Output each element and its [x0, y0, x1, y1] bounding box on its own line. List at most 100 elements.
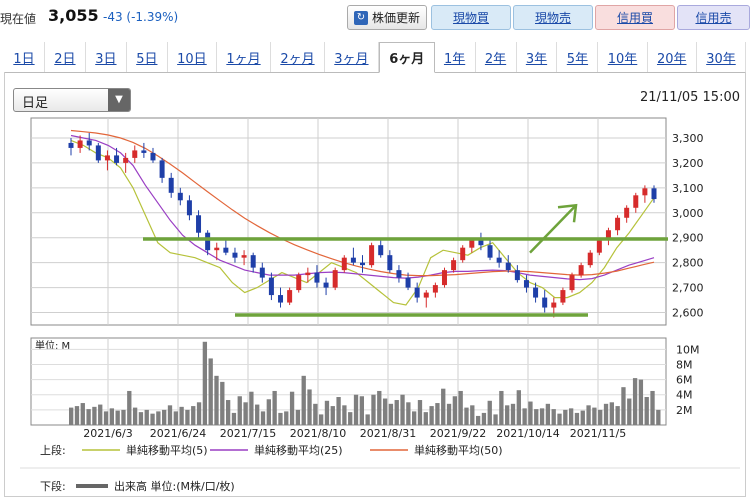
chart-frame [4, 72, 746, 497]
candle-body-25 [296, 275, 302, 291]
volume-bar-79 [528, 401, 533, 425]
volume-bar-26 [220, 381, 225, 425]
volume-bar-15 [156, 411, 161, 425]
volume-bar-23 [202, 341, 208, 425]
candle-body-26 [305, 272, 311, 276]
candle-body-1 [77, 140, 83, 148]
candle-body-42 [451, 260, 457, 271]
volume-bar-88 [580, 410, 585, 425]
refresh-icon: ↻ [353, 10, 368, 25]
tab-2[interactable]: 3日 [86, 42, 127, 72]
candle-body-63 [642, 188, 648, 196]
x-tick-0: 2021/6/3 [83, 427, 132, 440]
volume-bar-33 [260, 411, 266, 425]
price-tick-4: 2,900 [672, 232, 704, 245]
volume-bar-24 [208, 358, 213, 425]
volume-bar-78 [522, 408, 527, 425]
volume-bar-59 [412, 411, 417, 425]
x-tick-3: 2021/8/10 [290, 427, 346, 440]
volume-bar-3 [86, 409, 91, 425]
legend-lower-label: 下段: [40, 479, 66, 493]
candle-body-22 [268, 277, 274, 296]
candle-body-58 [596, 240, 602, 253]
tab-12[interactable]: 5年 [557, 42, 599, 72]
candle-body-41 [441, 270, 447, 286]
x-tick-4: 2021/8/31 [360, 427, 416, 440]
volume-bar-28 [231, 412, 237, 425]
candle-body-59 [605, 230, 611, 241]
margin-sell-button[interactable]: 信用売 [677, 5, 750, 30]
candle-body-29 [332, 270, 338, 288]
tab-13[interactable]: 10年 [598, 42, 648, 72]
volume-bar-94 [615, 406, 620, 425]
volume-bar-69 [470, 405, 475, 425]
volume-bar-47 [342, 405, 347, 425]
tab-5[interactable]: 1ヶ月 [217, 42, 271, 72]
volume-bar-93 [609, 402, 614, 425]
spot-sell-button[interactable]: 現物売 [513, 5, 593, 30]
spot-buy-button[interactable]: 現物買 [431, 5, 511, 30]
candle-body-15 [205, 232, 211, 251]
period-select[interactable]: 日足 ▼ [13, 88, 131, 112]
volume-bar-36 [278, 412, 283, 425]
candle-body-48 [505, 262, 511, 271]
volume-bar-76 [510, 403, 516, 425]
tab-10[interactable]: 2年 [476, 42, 517, 72]
price-panel [30, 117, 667, 326]
volume-bar-96 [627, 398, 632, 425]
volume-bar-30 [243, 402, 248, 425]
candle-body-20 [250, 255, 256, 268]
volume-bar-37 [284, 411, 289, 425]
volume-bar-42 [313, 403, 318, 425]
volume-bar-9 [121, 409, 126, 425]
price-tick-2: 3,100 [672, 182, 704, 195]
candle-body-64 [651, 188, 657, 200]
x-tick-5: 2021/9/22 [430, 427, 486, 440]
volume-bar-5 [98, 404, 103, 425]
volume-bar-41 [307, 389, 312, 425]
volume-bar-34 [266, 399, 271, 425]
tab-6[interactable]: 2ヶ月 [271, 42, 325, 72]
tab-8[interactable]: 6ヶ月 [378, 42, 435, 73]
margin-buy-button[interactable]: 信用買 [595, 5, 675, 30]
ma-line-0 [70, 139, 655, 306]
candle-body-49 [514, 270, 520, 281]
volume-bar-20 [185, 409, 190, 425]
tab-14[interactable]: 20年 [648, 42, 697, 72]
volume-bar-4 [92, 406, 97, 425]
volume-bar-11 [132, 407, 138, 425]
candle-body-18 [232, 252, 238, 258]
refresh-price-button[interactable]: ↻ 株価更新 [347, 5, 427, 30]
volume-bar-91 [598, 409, 603, 425]
current-price: 3,055 [48, 6, 99, 25]
x-tick-7: 2021/11/5 [570, 427, 626, 440]
candle-body-9 [150, 152, 156, 161]
tab-15[interactable]: 30年 [697, 42, 747, 72]
candle-body-40 [432, 285, 438, 293]
volume-unit-label: 単位: M [35, 339, 70, 352]
volume-bar-25 [214, 375, 219, 425]
candle-body-17 [223, 247, 229, 253]
legend-ma50: 単純移動平均(50) [414, 443, 503, 457]
tab-3[interactable]: 5日 [127, 42, 168, 72]
candle-body-4 [104, 155, 110, 161]
tab-1[interactable]: 2日 [45, 42, 86, 72]
tab-11[interactable]: 3年 [517, 42, 558, 72]
volume-bar-65 [446, 403, 452, 425]
volume-bar-67 [458, 390, 463, 425]
volume-bar-90 [592, 407, 597, 425]
candle-body-7 [132, 150, 138, 158]
volume-bar-77 [516, 390, 521, 425]
legend-volume: 出来高 単位:(M株/口/枚) [114, 479, 235, 493]
candle-body-53 [551, 302, 557, 308]
candle-body-62 [633, 195, 639, 208]
x-tick-1: 2021/6/24 [150, 427, 206, 440]
candle-body-47 [496, 257, 502, 263]
volume-bar-51 [365, 414, 370, 425]
tab-7[interactable]: 3ヶ月 [325, 42, 379, 72]
tab-9[interactable]: 1年 [435, 42, 476, 72]
tab-4[interactable]: 10日 [168, 42, 218, 72]
x-tick-6: 2021/10/14 [496, 427, 559, 440]
tab-0[interactable]: 1日 [4, 42, 45, 72]
